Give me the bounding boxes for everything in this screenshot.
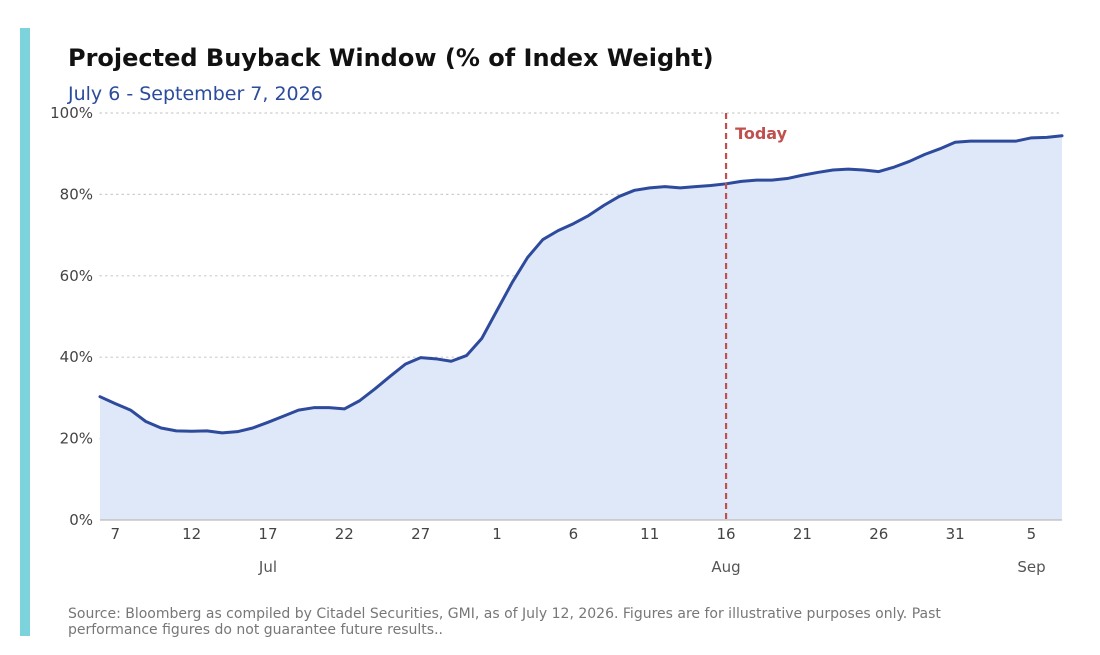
series-line xyxy=(98,134,1064,435)
x-tick-label: 16 xyxy=(717,525,736,543)
x-tick-label: 26 xyxy=(869,525,888,543)
chart-subtitle: July 6 - September 7, 2026 xyxy=(68,83,323,105)
y-tick-label: 20% xyxy=(60,430,93,448)
x-tick-label: 17 xyxy=(258,525,277,543)
area-fill xyxy=(100,135,1062,521)
x-tick-label: 5 xyxy=(1027,525,1037,543)
x-tick-label: 22 xyxy=(335,525,354,543)
x-tick-label: 12 xyxy=(182,525,201,543)
month-label: Sep xyxy=(1017,558,1045,576)
x-tick-label: 7 xyxy=(110,525,120,543)
month-label: Jul xyxy=(258,558,277,576)
x-tick-label: 1 xyxy=(492,525,502,543)
y-tick-label: 80% xyxy=(60,185,93,203)
x-tick-label: 31 xyxy=(946,525,965,543)
y-tick-label: 0% xyxy=(69,511,93,529)
accent-bar xyxy=(20,28,30,636)
y-tick-label: 60% xyxy=(60,267,93,285)
source-note: Source: Bloomberg as compiled by Citadel… xyxy=(68,606,941,638)
y-tick-label: 100% xyxy=(50,104,93,122)
buyback-window-chart: 0%20%40%60%80%100%7 12 17 22 27 1 6 11 16 21 26 31 5… xyxy=(50,104,1064,576)
today-label: Today xyxy=(735,124,788,143)
chart-title: Projected Buyback Window (% of Index Wei… xyxy=(68,44,714,72)
annotations: Today xyxy=(724,113,788,520)
x-tick-label: 21 xyxy=(793,525,812,543)
x-tick-label: 27 xyxy=(411,525,430,543)
axes: 0%20%40%60%80%100%7 12 17 22 27 1 6 11 16 21 26 31 5… xyxy=(50,104,1062,576)
x-tick-label: 11 xyxy=(640,525,659,543)
x-tick-label: 6 xyxy=(569,525,579,543)
y-tick-label: 40% xyxy=(60,348,93,366)
month-label: Aug xyxy=(711,558,740,576)
area-layer xyxy=(98,134,1064,521)
